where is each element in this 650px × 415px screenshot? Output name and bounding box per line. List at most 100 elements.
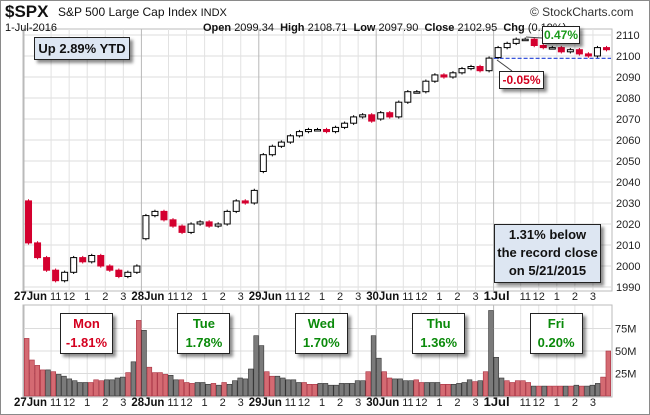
x-hour-label: 2	[572, 397, 578, 409]
volume-bar	[386, 377, 393, 397]
volume-bar	[168, 374, 174, 397]
volume-bar	[536, 385, 542, 397]
volume-bar	[136, 320, 142, 397]
volume-bar	[413, 379, 419, 397]
candle	[494, 47, 502, 58]
volume-bar	[493, 356, 499, 397]
volume-bar	[418, 382, 425, 397]
volume-bar	[23, 338, 30, 397]
x-hour-label: 12	[63, 397, 75, 409]
candle	[70, 257, 78, 273]
volume-bar	[56, 374, 62, 397]
volume-bar	[408, 380, 414, 397]
candle	[584, 53, 592, 57]
volume-bar	[104, 379, 110, 397]
record-line-3: on 5/21/2015	[508, 263, 587, 278]
volume-bar	[504, 380, 510, 397]
day-change-box-tue: Tue 1.78%	[177, 313, 231, 354]
candle	[593, 47, 601, 57]
candle	[97, 255, 105, 267]
volume-bar	[514, 380, 521, 397]
volume-bar	[72, 380, 78, 397]
price-candles	[25, 37, 611, 283]
x-hour-label: 11	[50, 291, 61, 303]
x-hour-label: 2	[102, 291, 108, 303]
volume-bar	[285, 379, 291, 397]
x-hour-label: 12	[415, 291, 427, 303]
volume-tick-label: 25M	[615, 369, 636, 381]
candle	[61, 271, 69, 282]
day-name: Wed	[307, 316, 335, 331]
day-change-box-wed: Wed 1.70%	[294, 313, 348, 354]
x-hour-label: 3	[355, 397, 361, 409]
volume-bar	[40, 369, 46, 397]
x-hour-label: 2	[572, 291, 578, 303]
callout-low-pointer	[496, 59, 513, 72]
volume-bar	[584, 385, 590, 397]
x-day-label: 1Jul	[484, 289, 510, 303]
volume-bar	[424, 382, 430, 397]
candle	[539, 45, 547, 49]
volume-bar	[200, 382, 206, 397]
volume-bar	[210, 383, 217, 397]
candle	[142, 215, 150, 240]
close-label: Close	[424, 22, 455, 34]
x-hour-label: 1	[202, 291, 208, 303]
day-change: 1.70%	[302, 335, 340, 350]
candle	[124, 271, 132, 277]
volume-bar	[77, 382, 83, 397]
price-tick-label: 2020	[616, 219, 640, 231]
day-change: 0.20%	[537, 335, 575, 350]
candle	[169, 219, 177, 227]
candle	[476, 66, 484, 72]
callout-low: -0.05%	[499, 71, 544, 89]
volume-bar	[269, 375, 275, 397]
volume-bar	[189, 383, 195, 397]
x-hour-label: 1	[84, 291, 90, 303]
x-hour-label: 1	[202, 397, 208, 409]
candle	[25, 200, 33, 244]
x-hour-label: 12	[63, 291, 75, 303]
candle	[304, 129, 312, 133]
price-tick-label: 2050	[616, 156, 640, 168]
x-hour-label: 3	[590, 397, 596, 409]
volume-bar	[29, 359, 35, 397]
volume-bar	[525, 382, 531, 397]
volume-bar	[253, 335, 259, 397]
x-hour-label: 3	[120, 397, 126, 409]
volume-bar	[328, 384, 334, 397]
symbol: $SPX	[5, 2, 49, 21]
x-day-label: 30Jun	[366, 289, 399, 303]
candle	[503, 42, 511, 49]
ytd-annotation: Up 2.89% YTD	[34, 37, 130, 60]
x-hour-label: 1	[436, 397, 442, 409]
x-day-label: 27Jun	[14, 395, 47, 409]
volume-bar	[434, 382, 441, 397]
volume-bar	[141, 329, 147, 397]
x-hour-label: 3	[238, 397, 244, 409]
day-change-box-fri: Fri 0.20%	[529, 313, 583, 354]
candle	[214, 223, 222, 227]
day-change: 1.78%	[185, 335, 223, 350]
x-hour-label: 12	[298, 397, 310, 409]
candle	[404, 91, 412, 103]
x-day-label: 27Jun	[14, 289, 47, 303]
x-hour-label: 11	[167, 397, 178, 409]
volume-bar	[194, 382, 201, 397]
candle	[205, 221, 213, 227]
high-label: High	[280, 22, 305, 34]
callout-high-pointer	[525, 36, 543, 39]
volume-bar	[450, 383, 457, 397]
volume-bar	[344, 383, 350, 397]
x-hour-label: 3	[472, 291, 478, 303]
volume-bar	[360, 380, 366, 397]
candle	[187, 223, 195, 233]
open-value: 2099.34	[234, 22, 274, 34]
volume-bar	[45, 369, 51, 397]
ohlc-readout: Open 2099.34 High 2108.71 Low 2097.90 Cl…	[203, 22, 578, 35]
candle	[368, 114, 376, 122]
candle	[449, 72, 457, 78]
candle	[277, 141, 285, 147]
volume-bar	[226, 383, 233, 397]
x-day-label: 28Jun	[131, 395, 164, 409]
